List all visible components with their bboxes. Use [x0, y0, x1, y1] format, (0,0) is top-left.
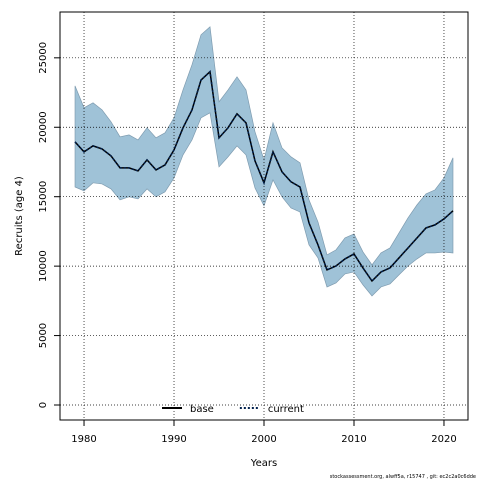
x-tick-label: 2020 — [431, 434, 456, 445]
x-tick-label: 1990 — [161, 434, 186, 445]
y-tick-label: 0 — [38, 402, 49, 408]
x-tick-label: 1980 — [71, 434, 96, 445]
legend-label: current — [268, 404, 304, 415]
y-tick-label: 15000 — [38, 181, 49, 213]
y-tick-label: 5000 — [38, 323, 49, 348]
y-tick-label: 20000 — [38, 111, 49, 143]
x-axis-label: Years — [250, 458, 277, 469]
footnote: stockassessment.org, alwff5a, r15747 , g… — [330, 474, 476, 480]
series-line — [74, 70, 454, 283]
y-tick-label: 25000 — [38, 42, 49, 74]
y-tick-label: 10000 — [38, 250, 49, 282]
x-tick-label: 2010 — [341, 434, 366, 445]
y-axis-label: Recruits (age 4) — [14, 176, 25, 256]
legend-label: base — [190, 404, 214, 415]
x-tick-label: 2000 — [251, 434, 276, 445]
confidence-band — [74, 26, 454, 297]
